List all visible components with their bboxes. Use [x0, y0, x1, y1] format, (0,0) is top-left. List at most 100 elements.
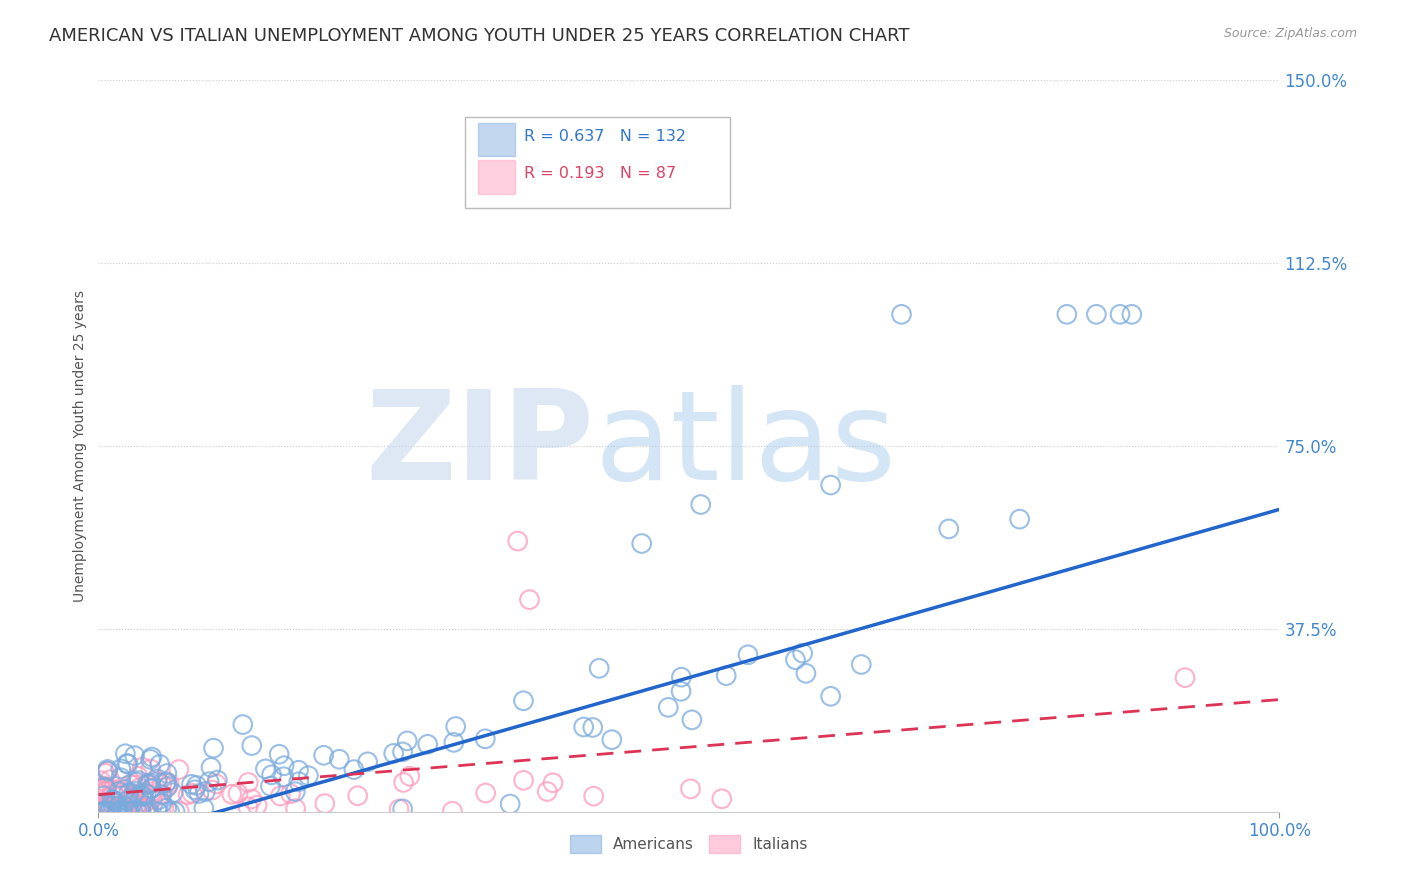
Point: [128, 789, 150, 803]
Point: [115, 794, 138, 808]
Y-axis label: Unemployment Among Youth under 25 years: Unemployment Among Youth under 25 years: [73, 290, 87, 602]
Point: [138, 778, 160, 792]
Point: [136, 799, 159, 814]
Point: [117, 804, 139, 818]
Point: [938, 522, 960, 536]
Point: [737, 648, 759, 662]
Point: [131, 760, 153, 774]
Point: [98, 805, 121, 819]
Point: [97, 763, 120, 777]
Point: [96, 764, 118, 778]
Point: [114, 803, 136, 817]
Point: [107, 782, 129, 797]
Point: [114, 782, 136, 797]
Point: [155, 774, 177, 789]
Point: [141, 785, 163, 799]
Point: [128, 773, 150, 788]
Point: [392, 775, 415, 789]
Point: [356, 755, 378, 769]
Point: [150, 788, 173, 802]
Point: [149, 757, 172, 772]
Point: [246, 798, 269, 813]
Point: [162, 786, 184, 800]
Point: [122, 791, 145, 805]
Point: [101, 783, 124, 797]
Point: [259, 779, 281, 793]
Point: [184, 782, 207, 797]
Point: [93, 780, 115, 794]
Point: [103, 793, 125, 807]
Point: [202, 741, 225, 756]
Point: [820, 478, 842, 492]
Point: [284, 785, 307, 799]
Point: [156, 766, 179, 780]
Point: [120, 790, 142, 805]
Point: [156, 801, 179, 815]
Point: [141, 781, 163, 796]
Point: [128, 780, 150, 795]
Point: [107, 805, 129, 819]
Point: [669, 684, 692, 698]
Point: [148, 792, 170, 806]
Point: [141, 750, 163, 764]
Point: [117, 805, 139, 819]
Point: [441, 804, 464, 818]
Point: [98, 772, 121, 787]
Point: [710, 791, 733, 805]
Point: [111, 789, 134, 803]
Point: [121, 795, 143, 809]
Point: [343, 763, 366, 777]
Point: [139, 752, 162, 766]
Point: [890, 307, 912, 321]
Point: [114, 804, 136, 818]
Point: [150, 796, 173, 810]
Point: [180, 777, 202, 791]
Point: [101, 805, 124, 819]
Point: [105, 802, 128, 816]
Point: [94, 804, 117, 818]
Point: [93, 789, 115, 803]
Point: [139, 781, 162, 796]
Point: [132, 789, 155, 804]
Point: [159, 805, 181, 819]
Point: [391, 802, 413, 816]
Point: [167, 763, 190, 777]
Point: [207, 773, 229, 788]
Point: [1174, 671, 1197, 685]
Point: [794, 666, 817, 681]
Point: [582, 789, 605, 804]
Point: [512, 773, 534, 788]
Point: [93, 779, 115, 793]
Point: [194, 784, 217, 798]
Point: [118, 805, 141, 819]
Point: [134, 805, 156, 819]
Point: [139, 776, 162, 790]
Point: [114, 747, 136, 761]
Point: [150, 787, 173, 801]
Point: [260, 768, 283, 782]
Point: [146, 774, 169, 789]
Point: [97, 764, 120, 779]
Point: [681, 713, 703, 727]
Text: Source: ZipAtlas.com: Source: ZipAtlas.com: [1223, 27, 1357, 40]
Point: [221, 787, 243, 801]
Point: [536, 784, 558, 798]
Point: [1008, 512, 1031, 526]
Point: [820, 690, 842, 704]
Point: [131, 801, 153, 815]
Point: [135, 787, 157, 801]
Point: [167, 804, 190, 818]
Point: [240, 739, 263, 753]
Point: [240, 792, 263, 806]
Point: [519, 592, 541, 607]
Point: [193, 801, 215, 815]
Text: R = 0.193   N = 87: R = 0.193 N = 87: [523, 167, 676, 181]
Point: [105, 790, 128, 805]
Point: [177, 788, 200, 802]
Point: [600, 732, 623, 747]
Point: [110, 771, 132, 785]
Point: [110, 762, 132, 776]
Point: [90, 794, 112, 808]
Point: [97, 801, 120, 815]
Point: [714, 668, 737, 682]
